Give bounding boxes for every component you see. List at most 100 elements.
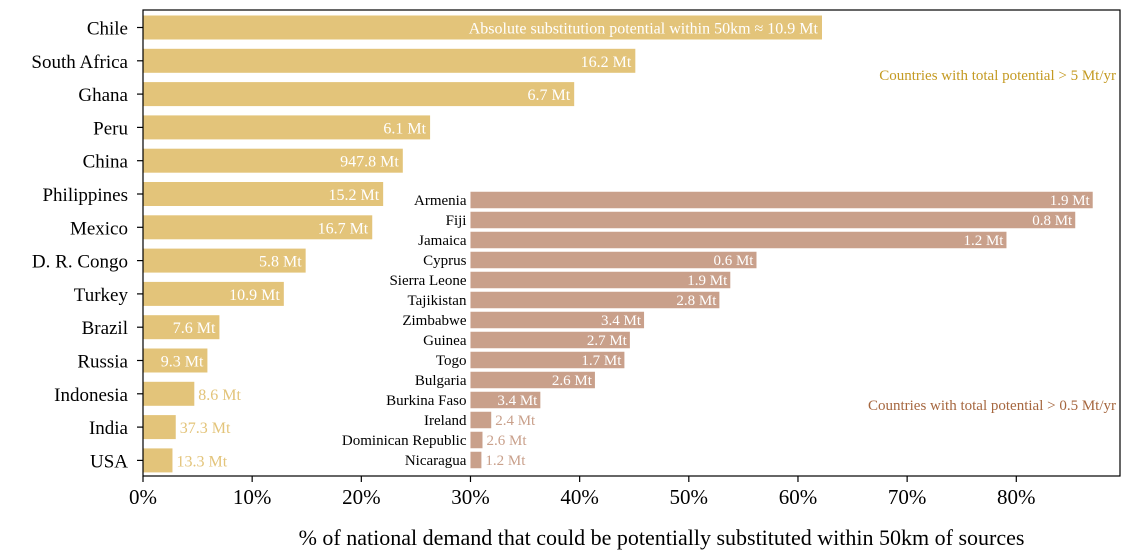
- main-category-label: Turkey: [74, 285, 129, 306]
- main-bars: Absolute substitution potential within 5…: [143, 15, 822, 473]
- main-bar: [143, 348, 208, 373]
- inset-category-label: Nicaragua: [405, 453, 467, 469]
- inset-data-label: 2.4 Mt: [495, 413, 536, 429]
- x-axis-ticks: 0% 10% 20% 30% 40% 50% 60% 70% 80%: [129, 476, 1036, 509]
- inset-data-label: 2.7 Mt: [587, 333, 628, 349]
- inset-category-label: Burkina Faso: [386, 393, 466, 409]
- x-tick-label: 70%: [888, 485, 927, 509]
- main-bar: [143, 115, 431, 140]
- main-bar: [143, 182, 384, 206]
- main-data-label: 947.8 Mt: [340, 154, 399, 171]
- main-data-label: 10.9 Mt: [229, 287, 280, 304]
- inset-data-label: 1.9 Mt: [687, 273, 728, 289]
- inset-data-label: 3.4 Mt: [497, 393, 538, 409]
- inset-category-label: Guinea: [423, 333, 467, 349]
- inset-category-label: Ireland: [424, 413, 467, 429]
- inset-bar: [470, 231, 1007, 249]
- inset-data-label: 1.7 Mt: [581, 353, 622, 369]
- main-data-label: 13.3 Mt: [176, 453, 227, 470]
- main-data-label: 6.7 Mt: [528, 87, 571, 104]
- inset-bar: [470, 211, 1076, 229]
- main-category-label: Brazil: [82, 318, 128, 339]
- main-category-label: China: [83, 152, 129, 173]
- x-tick-label: 80%: [997, 485, 1036, 509]
- inset-data-label: 0.8 Mt: [1032, 213, 1073, 229]
- main-category-label: USA: [90, 451, 128, 472]
- inset-category-label: Fiji: [446, 213, 467, 229]
- main-category-label: Chile: [87, 19, 128, 40]
- inset-category-label: Dominican Republic: [342, 433, 467, 449]
- inset-bar: [470, 311, 645, 329]
- legend-inset: Countries with total potential > 0.5 Mt/…: [868, 398, 1116, 414]
- inset-data-label: 3.4 Mt: [601, 313, 642, 329]
- main-data-label: 37.3 Mt: [180, 420, 231, 437]
- main-category-label: Indonesia: [54, 385, 128, 406]
- main-category-label: India: [89, 418, 129, 439]
- inset-bar: [470, 391, 541, 409]
- x-tick-label: 40%: [560, 485, 599, 509]
- inset-bars: Armenia 1.9 Mt Fiji 0.8 Mt Jamaica 1.2 Mt Cypr…: [342, 191, 1093, 469]
- x-tick-label: 0%: [129, 485, 157, 509]
- inset-bar: [470, 191, 1093, 209]
- main-category-label: Mexico: [70, 218, 128, 239]
- inset-data-label: 1.2 Mt: [963, 233, 1004, 249]
- category-labels: Chile South Africa Ghana Peru China Philippin…: [31, 19, 143, 472]
- x-axis-title: % of national demand that could be poten…: [299, 525, 1025, 550]
- main-data-label: 8.6 Mt: [198, 387, 241, 404]
- main-bar: [143, 82, 575, 107]
- main-data-label: 7.6 Mt: [173, 320, 216, 337]
- main-category-label: South Africa: [31, 52, 128, 73]
- x-tick-label: 50%: [670, 485, 709, 509]
- inset-bar: [470, 451, 482, 469]
- main-category-label: Peru: [93, 118, 128, 139]
- inset-data-label: 2.8 Mt: [676, 293, 717, 309]
- main-bar: [143, 215, 373, 240]
- main-bar: [143, 381, 195, 406]
- legend-main: Countries with total potential > 5 Mt/yr: [879, 68, 1116, 84]
- main-category-label: D. R. Congo: [32, 252, 128, 273]
- main-data-label: 15.2 Mt: [328, 187, 379, 204]
- inset-category-label: Zimbabwe: [402, 313, 466, 329]
- inset-data-label: 2.6 Mt: [552, 373, 593, 389]
- x-tick-label: 10%: [233, 485, 272, 509]
- inset-bar: [470, 411, 492, 429]
- inset-bar: [470, 431, 483, 449]
- x-tick-label: 20%: [342, 485, 381, 509]
- inset-bar: [470, 291, 720, 309]
- inset-category-label: Armenia: [414, 193, 467, 209]
- main-category-label: Ghana: [78, 85, 128, 106]
- inset-category-label: Bulgaria: [415, 373, 467, 389]
- main-bar: [143, 281, 284, 306]
- main-data-label: 6.1 Mt: [383, 120, 426, 137]
- inset-category-label: Sierra Leone: [389, 273, 466, 289]
- inset-data-label: 2.6 Mt: [486, 433, 527, 449]
- main-data-label: 9.3 Mt: [161, 354, 204, 371]
- inset-bar: [470, 351, 625, 369]
- main-bar: [143, 448, 173, 473]
- main-data-label: 5.8 Mt: [259, 254, 302, 271]
- main-bar: [143, 15, 822, 40]
- x-tick-label: 60%: [779, 485, 818, 509]
- inset-data-label: 0.6 Mt: [713, 253, 754, 269]
- main-bar: [143, 248, 306, 273]
- main-bar: [143, 48, 636, 73]
- main-data-label: Absolute substitution potential within 5…: [469, 21, 819, 38]
- x-tick-label: 30%: [451, 485, 490, 509]
- inset-category-label: Tajikistan: [408, 293, 467, 309]
- inset-data-label: 1.9 Mt: [1050, 193, 1091, 209]
- inset-bar: [470, 331, 630, 349]
- main-category-label: Russia: [77, 352, 128, 373]
- main-bar: [143, 415, 176, 440]
- main-data-label: 16.7 Mt: [318, 220, 369, 237]
- inset-category-label: Jamaica: [418, 233, 467, 249]
- inset-category-label: Togo: [436, 353, 467, 369]
- inset-bar: [470, 371, 595, 389]
- inset-bar: [470, 271, 731, 289]
- main-bar: [143, 315, 220, 340]
- inset-bar: [470, 251, 757, 269]
- main-bar: [143, 148, 403, 173]
- main-data-label: 16.2 Mt: [581, 54, 632, 71]
- main-category-label: Philippines: [42, 185, 128, 206]
